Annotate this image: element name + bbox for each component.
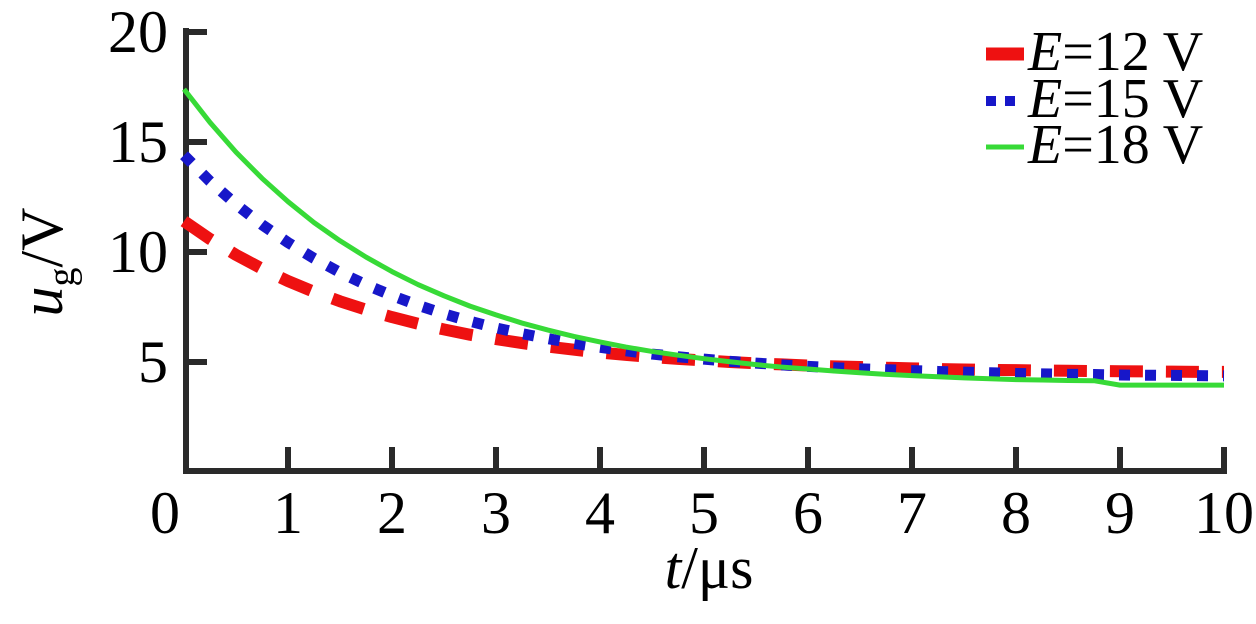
x-axis-ticks: 0 1 2 3 4 5 6 7 8 9 10: [150, 447, 1254, 546]
x-axis-title: t/μs: [665, 535, 754, 601]
legend-label-e12: E=12 V: [1027, 21, 1203, 83]
x-tick-label: 0: [150, 480, 180, 546]
y-axis-title: ug/V: [9, 208, 83, 317]
y-tick-label: 15: [108, 109, 168, 175]
x-tick-label: 2: [377, 480, 407, 546]
x-tick-label: 3: [481, 480, 511, 546]
axis-titles: t/μs ug/V: [9, 208, 753, 602]
legend-label-e18: E=18 V: [1027, 114, 1203, 176]
data-series: [180, 87, 1225, 388]
curve-e12: [180, 216, 1224, 378]
x-tick-label: 6: [793, 480, 823, 546]
y-tick-label: 10: [108, 219, 168, 285]
legend-label-e15: E=15 V: [1027, 68, 1203, 130]
x-tick-label: 10: [1194, 480, 1254, 546]
legend: E=12 VE=15 VE=18 V: [986, 21, 1203, 176]
y-axis-ticks: 5 10 15 20: [108, 0, 207, 395]
curve-e18: [182, 87, 1224, 388]
x-tick-label: 5: [689, 480, 719, 546]
x-tick-label: 9: [1105, 480, 1135, 546]
curve-e15: [180, 151, 1225, 382]
x-tick-label: 4: [585, 480, 615, 546]
y-tick-label: 20: [108, 0, 168, 65]
y-tick-label: 5: [138, 329, 168, 395]
x-tick-label: 1: [273, 480, 303, 546]
x-tick-label: 8: [1001, 480, 1031, 546]
x-tick-label: 7: [897, 480, 927, 546]
